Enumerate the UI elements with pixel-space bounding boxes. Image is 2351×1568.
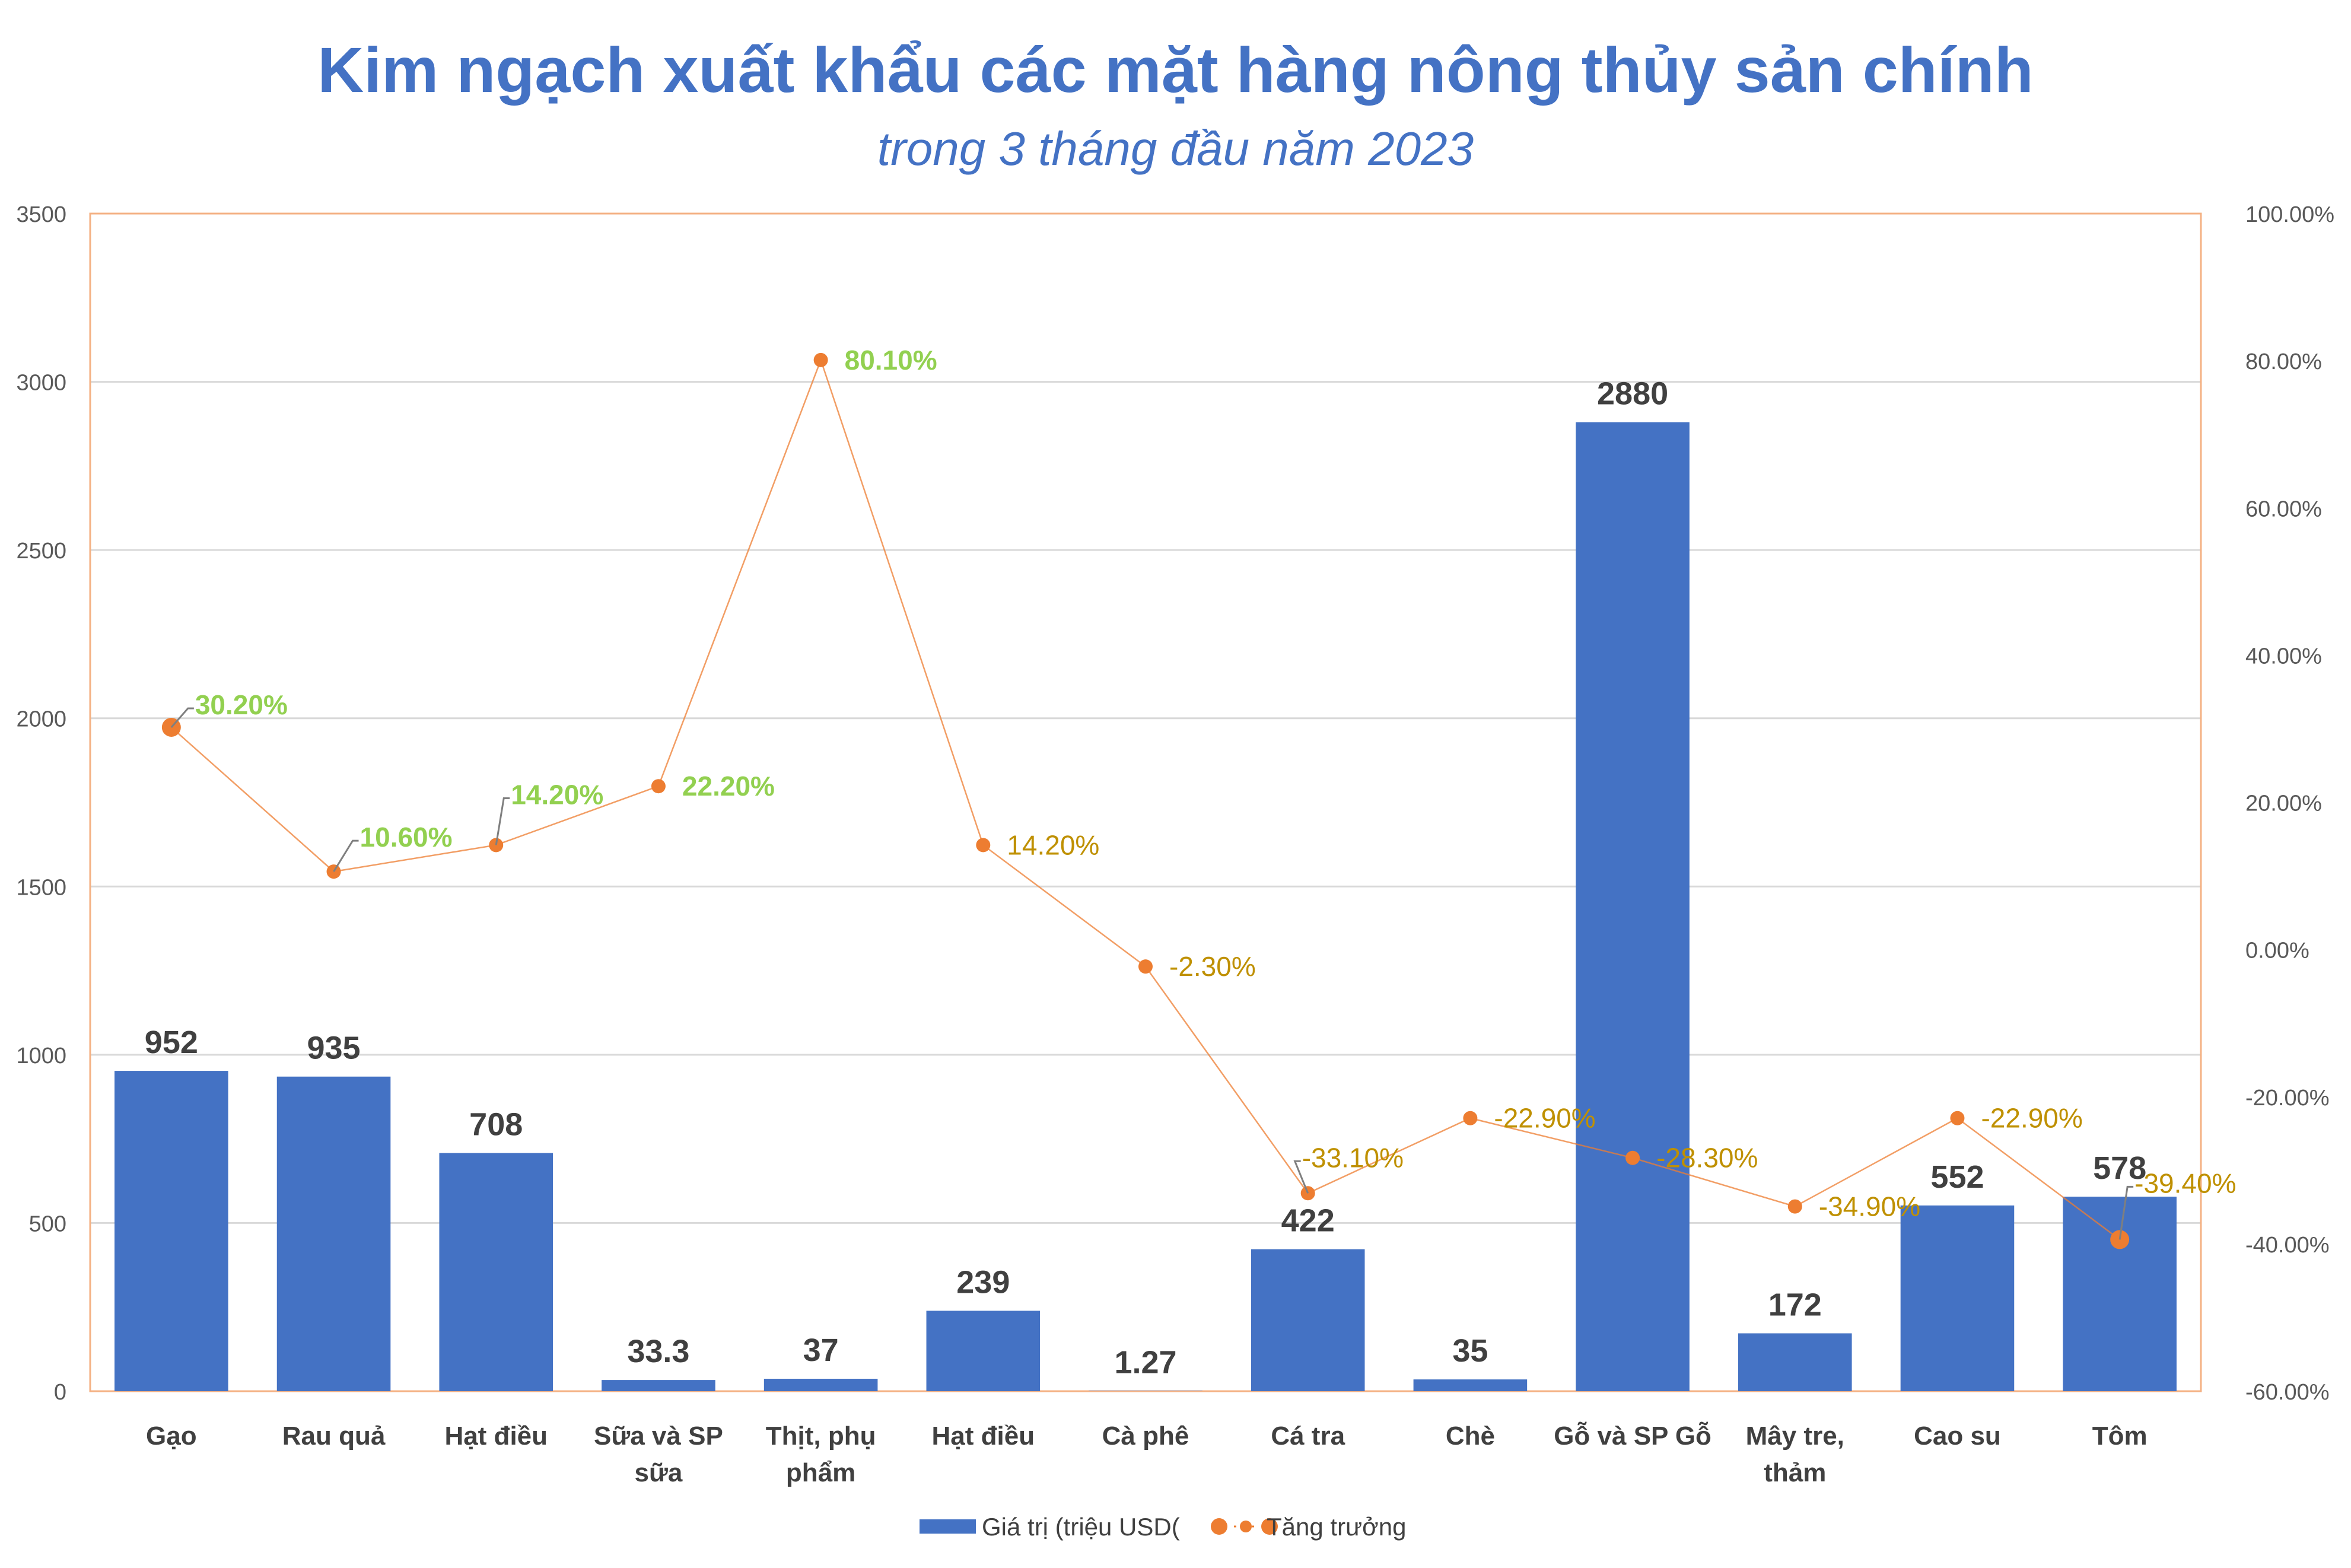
y-right-tick-label: 100.00% — [2245, 202, 2334, 227]
bar — [439, 1153, 553, 1391]
y-right-tick-label: 60.00% — [2245, 497, 2322, 521]
growth-point — [813, 352, 828, 367]
category-label: sữa — [635, 1458, 683, 1487]
category-label: Cao su — [1914, 1421, 2001, 1451]
bar — [1251, 1249, 1365, 1391]
chart-title: Kim ngạch xuất khẩu các mặt hàng nông th… — [317, 34, 2034, 106]
bar — [602, 1380, 715, 1391]
bar — [114, 1071, 228, 1391]
y-left-tick-label: 500 — [29, 1211, 66, 1236]
legend-marker — [1211, 1518, 1227, 1535]
legend-label-bars: Giá trị (triệu USD( — [982, 1513, 1180, 1541]
bar-value-label: 1.27 — [1114, 1344, 1176, 1380]
label-leader-line — [333, 839, 359, 872]
y-right-tick-label: 40.00% — [2245, 644, 2322, 669]
growth-line — [171, 358, 2120, 1241]
legend-label-line: Tăng trưởng — [1267, 1513, 1406, 1541]
legend-marker — [1261, 1518, 1278, 1535]
category-label: Cà phê — [1102, 1421, 1189, 1451]
growth-value-label: 10.60% — [360, 822, 453, 853]
growth-point — [1138, 959, 1153, 974]
growth-point — [651, 779, 666, 794]
category-label: Mây tre, — [1746, 1421, 1844, 1451]
bar-value-label: 952 — [145, 1025, 198, 1060]
bar-value-label: 37 — [803, 1332, 839, 1368]
category-label: Tôm — [2092, 1421, 2148, 1451]
label-leader-line — [2118, 1185, 2134, 1240]
growth-value-label: 80.10% — [845, 345, 937, 376]
bar-value-label: 935 — [307, 1031, 360, 1066]
y-right-tick-label: 0.00% — [2245, 939, 2309, 963]
category-label: Chè — [1446, 1421, 1495, 1451]
growth-point — [1625, 1150, 1640, 1165]
category-label: Gạo — [146, 1421, 197, 1451]
label-leader-line — [495, 797, 510, 845]
category-label: phẩm — [786, 1458, 855, 1487]
y-right-tick-label: 80.00% — [2245, 349, 2322, 374]
bar-value-label: 33.3 — [627, 1334, 689, 1369]
category-label: Hạt điều — [932, 1421, 1035, 1451]
growth-value-label: -2.30% — [1169, 951, 1256, 982]
growth-point — [976, 838, 991, 853]
y-left-tick-label: 2500 — [16, 539, 66, 564]
bar-value-label: 552 — [1930, 1159, 1984, 1195]
y-right-tick-label: -60.00% — [2245, 1380, 2330, 1405]
bar-value-label: 708 — [469, 1106, 523, 1142]
y-right-tick-label: -40.00% — [2245, 1233, 2330, 1258]
y-left-tick-label: 3000 — [16, 371, 66, 396]
bar — [1738, 1333, 1852, 1391]
category-label: Thịt, phụ — [766, 1421, 876, 1451]
legend-marker — [1240, 1521, 1252, 1532]
bar — [276, 1076, 391, 1391]
category-label: Hạt điều — [444, 1421, 548, 1451]
y-left-tick-label: 1500 — [16, 875, 66, 900]
growth-value-label: 14.20% — [511, 779, 603, 810]
growth-value-label: -33.10% — [1302, 1142, 1404, 1173]
growth-value-label: -22.90% — [1494, 1103, 1595, 1134]
y-left-tick-label: 0 — [54, 1380, 66, 1405]
growth-point — [1787, 1199, 1802, 1214]
y-right-tick-label: 20.00% — [2245, 791, 2322, 816]
label-leader-line — [170, 707, 194, 728]
y-left-tick-label: 1000 — [16, 1044, 66, 1068]
bar — [2063, 1197, 2177, 1391]
category-label: Cá tra — [1271, 1421, 1345, 1451]
growth-point — [1950, 1111, 1965, 1125]
growth-value-label: 14.20% — [1007, 829, 1099, 860]
bar-value-label: 422 — [1281, 1203, 1335, 1239]
bar — [763, 1379, 878, 1391]
growth-value-label: -22.90% — [1981, 1103, 2082, 1134]
bar-value-label: 35 — [1452, 1333, 1488, 1369]
y-left-tick-label: 2000 — [16, 707, 66, 732]
legend-swatch-bars — [920, 1519, 976, 1534]
growth-point — [1463, 1111, 1478, 1125]
bar-value-label: 2880 — [1597, 376, 1668, 412]
bar-value-label: 578 — [2093, 1150, 2146, 1186]
y-right-tick-label: -20.00% — [2245, 1086, 2330, 1111]
growth-value-label: -39.40% — [2134, 1168, 2236, 1198]
bar-value-label: 239 — [956, 1264, 1010, 1300]
bar — [1413, 1379, 1528, 1391]
bar — [1900, 1205, 2015, 1391]
label-leader-line — [1293, 1160, 1309, 1194]
bar — [1576, 422, 1690, 1391]
y-left-tick-label: 3500 — [16, 202, 66, 227]
category-label: Sữa và SP — [594, 1421, 723, 1451]
growth-value-label: 30.20% — [195, 689, 288, 720]
chart-subtitle: trong 3 tháng đầu năm 2023 — [877, 122, 1474, 175]
category-label: thảm — [1764, 1458, 1826, 1487]
bar — [926, 1311, 1041, 1391]
category-label: Gỗ và SP Gỗ — [1554, 1421, 1711, 1451]
bar-value-label: 172 — [1768, 1287, 1822, 1322]
growth-value-label: -28.30% — [1656, 1143, 1758, 1173]
growth-value-label: -34.90% — [1819, 1191, 1920, 1222]
growth-value-label: 22.20% — [682, 771, 775, 802]
category-label: Rau quả — [282, 1421, 386, 1451]
